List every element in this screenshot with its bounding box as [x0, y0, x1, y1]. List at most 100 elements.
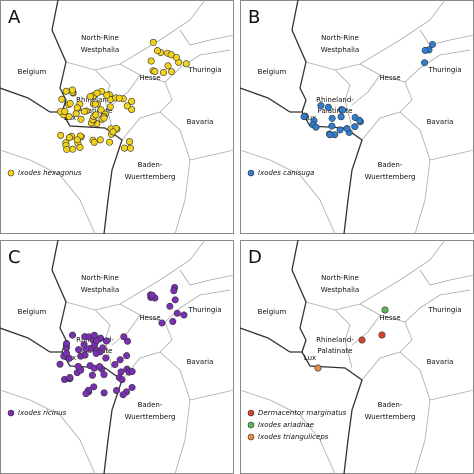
region-label: North-Rine [321, 274, 359, 282]
record-dot [158, 319, 166, 327]
record-dot [63, 339, 71, 347]
record-dot [96, 136, 104, 144]
record-dot [147, 57, 155, 65]
record-dot [66, 374, 74, 382]
region-label: Hesse [379, 74, 400, 82]
map-panel: North-Rine Westphalia Belgium Rhineland- Pal… [239, 239, 474, 474]
record-dot [113, 386, 121, 394]
record-dot [109, 128, 117, 136]
state-border [179, 29, 235, 46]
record-dot [65, 134, 73, 142]
record-dot [171, 296, 179, 304]
region-label: North-Rine [321, 34, 359, 42]
region-label: Hesse [139, 74, 160, 82]
record-dot [421, 59, 429, 67]
state-border [179, 269, 235, 286]
record-dot [153, 47, 161, 55]
state-border [65, 0, 206, 71]
record-dot [56, 360, 64, 368]
region-label: North-Rine [81, 274, 119, 282]
record-dot [63, 145, 71, 153]
region-label: Bavaria [187, 358, 214, 366]
record-dot [73, 104, 81, 112]
record-dot [339, 106, 347, 114]
record-dot [80, 107, 88, 115]
record-dot [119, 391, 127, 399]
record-dot [99, 344, 107, 352]
region-label: Baden- [378, 161, 403, 169]
state-border [351, 63, 381, 106]
record-dot [69, 145, 77, 153]
panel-frame [240, 240, 474, 474]
region-label: North-Rine [81, 34, 119, 42]
record-dot [116, 356, 124, 364]
legend-marker [7, 409, 15, 417]
state-border [239, 149, 336, 235]
record-dot [312, 123, 320, 131]
record-dot [90, 331, 98, 339]
record-dot [173, 309, 181, 317]
record-dot [123, 352, 131, 360]
record-dot [168, 68, 176, 76]
state-border [0, 389, 96, 474]
record-dot [358, 336, 366, 344]
record-dot [76, 143, 84, 151]
state-border [419, 269, 474, 286]
record-dot [151, 67, 159, 75]
state-border [334, 309, 353, 369]
record-dot [77, 115, 85, 123]
region-label: Baden- [138, 161, 163, 169]
record-dot [160, 69, 168, 77]
record-dot [120, 144, 128, 152]
region-label: Thuringia [427, 66, 461, 74]
region-label: Rhineland- [316, 96, 354, 104]
record-dot [337, 113, 345, 121]
region-label: Belgium [18, 68, 47, 76]
record-dot [317, 102, 325, 110]
legend-marker [247, 169, 255, 177]
record-dot [126, 138, 134, 146]
state-border [189, 389, 235, 401]
record-dot [356, 116, 364, 124]
record-dot [124, 337, 132, 345]
record-dot [92, 111, 100, 119]
record-dot [61, 107, 69, 115]
region-label: Hesse [379, 314, 400, 322]
record-dot [166, 302, 174, 310]
region-label: Westphalia [321, 286, 360, 294]
region-label: Rhineland- [76, 96, 114, 104]
record-dot [343, 124, 351, 132]
map-panel: North-Rine Westphalia Belgium Rhineland- Pal… [239, 0, 474, 235]
record-dot [117, 368, 125, 376]
region-label: Westphalia [321, 46, 360, 54]
record-dot [88, 371, 96, 379]
legend-marker [247, 409, 255, 417]
record-dot [74, 362, 82, 370]
country-border [51, 0, 123, 235]
panel-letter: B [248, 7, 260, 28]
record-dot [102, 354, 110, 362]
region-label: Rhineland- [316, 336, 354, 344]
record-dot [106, 103, 114, 111]
record-dot [97, 106, 105, 114]
record-dot [351, 123, 359, 131]
region-label: Baden- [378, 401, 403, 409]
record-dot [128, 368, 136, 376]
state-border [139, 49, 231, 83]
country-border [0, 327, 62, 353]
record-dot [96, 363, 104, 371]
record-dot [148, 291, 156, 299]
state-border [0, 149, 96, 235]
country-border [291, 239, 363, 474]
record-dot [123, 102, 131, 110]
state-border [334, 69, 353, 129]
record-dot [336, 126, 344, 134]
record-dot [314, 364, 322, 372]
region-label: Bavaria [427, 358, 454, 366]
region-label: Wuerttemberg [125, 413, 176, 421]
record-dot [69, 331, 77, 339]
region-label: Lux [304, 114, 316, 122]
record-dot [381, 306, 389, 314]
record-dot [63, 349, 71, 357]
record-dot [81, 351, 89, 359]
